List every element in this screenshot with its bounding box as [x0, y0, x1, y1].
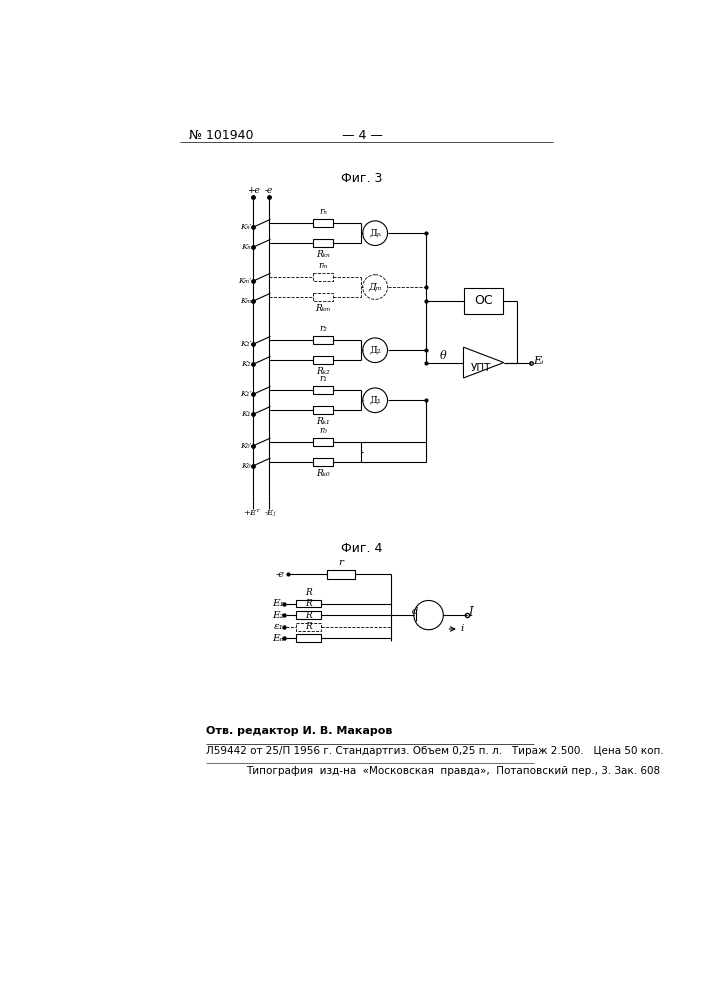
Text: R: R — [305, 599, 312, 608]
Text: Rₖ₂: Rₖ₂ — [317, 367, 330, 376]
Bar — [313, 239, 333, 247]
Text: +Eᵀ: +Eᵀ — [244, 509, 260, 517]
Bar — [296, 634, 321, 642]
Bar — [296, 611, 321, 619]
Text: rₘ: rₘ — [318, 261, 328, 270]
Text: ОС: ОС — [474, 294, 493, 307]
Text: -e: -e — [264, 186, 273, 195]
Text: Л59442 от 25/П 1956 г. Стандартгиз. Объем 0,25 п. л.   Тираж 2.500.   Цена 50 ко: Л59442 от 25/П 1956 г. Стандартгиз. Объе… — [206, 746, 664, 756]
Text: ε₁: ε₁ — [274, 622, 284, 631]
Text: r: r — [339, 558, 344, 567]
Bar — [296, 600, 321, 607]
Text: Eᵢ: Eᵢ — [533, 356, 544, 366]
Text: r₂: r₂ — [320, 324, 327, 333]
Text: R: R — [305, 611, 312, 620]
Text: Д₁: Д₁ — [369, 396, 381, 405]
Text: Rₖ₁: Rₖ₁ — [317, 417, 330, 426]
Bar — [313, 438, 333, 446]
Bar — [313, 273, 333, 281]
Text: E₂: E₂ — [272, 611, 284, 620]
Text: r₁: r₁ — [320, 374, 327, 383]
Text: Отв. редактор И. В. Макаров: Отв. редактор И. В. Макаров — [206, 726, 392, 736]
Bar — [313, 219, 333, 227]
Text: Kₘ: Kₘ — [240, 297, 251, 305]
Bar — [313, 336, 333, 344]
Text: K₁: K₁ — [242, 410, 251, 418]
Text: — 4 —: — 4 — — [341, 129, 382, 142]
Text: Фиг. 4: Фиг. 4 — [341, 542, 382, 555]
Text: Типография  изд-на  «Московская  правда»,  Потаповский пер., 3. Зак. 608: Типография изд-на «Московская правда», П… — [246, 766, 660, 776]
Text: -Eⱼ: -Eⱼ — [265, 509, 276, 517]
Bar — [313, 406, 333, 414]
Text: № 101940: № 101940 — [189, 129, 254, 142]
Text: Дₘ: Дₘ — [368, 283, 382, 292]
Text: -e: -e — [276, 570, 284, 579]
Text: Дₙ: Дₙ — [369, 229, 381, 238]
Text: r₀: r₀ — [320, 426, 327, 435]
Text: Rₖ₀: Rₖ₀ — [317, 469, 330, 478]
Text: Kₙ′: Kₙ′ — [240, 223, 251, 231]
Text: K₀: K₀ — [242, 462, 251, 470]
Text: θ: θ — [440, 351, 447, 361]
Text: d: d — [411, 607, 418, 616]
Text: Rₖₙ: Rₖₙ — [317, 250, 330, 259]
Text: Rₖₘ: Rₖₘ — [315, 304, 331, 313]
Text: +e: +e — [247, 186, 260, 195]
Text: R: R — [305, 622, 312, 631]
Text: R: R — [305, 588, 312, 597]
Text: Фиг. 3: Фиг. 3 — [341, 172, 382, 185]
Text: K₁′: K₁′ — [240, 390, 251, 398]
Text: i: i — [460, 624, 464, 633]
Bar — [327, 570, 355, 579]
Bar — [296, 623, 321, 631]
Text: I: I — [468, 606, 473, 619]
Text: E₁: E₁ — [272, 599, 284, 608]
Text: УПТ: УПТ — [470, 363, 491, 373]
Bar — [313, 458, 333, 466]
Bar — [464, 288, 503, 314]
Text: rₙ: rₙ — [320, 207, 327, 216]
Text: Д₂: Д₂ — [369, 346, 381, 355]
Text: Kₘ′: Kₘ′ — [238, 277, 251, 285]
Bar — [313, 386, 333, 394]
Text: K₀′: K₀′ — [240, 442, 251, 450]
Text: Kₙ: Kₙ — [242, 243, 251, 251]
Text: K₂′: K₂′ — [240, 340, 251, 348]
Text: Eₙ: Eₙ — [271, 634, 284, 643]
Bar — [313, 293, 333, 301]
Text: K₂: K₂ — [242, 360, 251, 368]
Bar — [313, 356, 333, 364]
